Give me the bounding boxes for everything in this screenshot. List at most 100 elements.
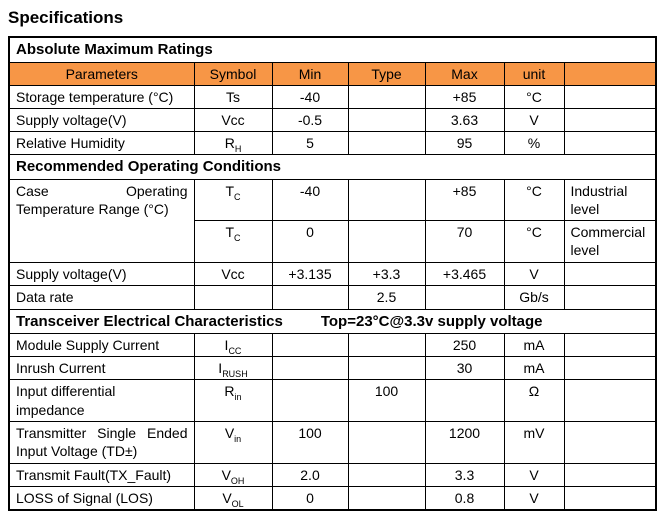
symbol-base: T — [225, 182, 235, 199]
cell-max — [424, 285, 505, 310]
cell-max: +85 — [424, 178, 505, 222]
col-header-unit: unit — [503, 61, 565, 86]
cell-max: 0.8 — [424, 485, 505, 511]
symbol-base: R — [224, 135, 235, 152]
section-header-absolute-maximum-ratings: Absolute Maximum Ratings — [8, 36, 657, 63]
cell-note: Industrial level — [563, 178, 657, 222]
cell-min — [271, 332, 349, 358]
table-row-supply-voltage-abs: Supply voltage(V) Vcc -0.5 3.63 V — [8, 107, 657, 133]
cell-param: Inrush Current — [8, 356, 195, 381]
section-title: Recommended Operating Conditions — [8, 154, 657, 180]
cell-symbol: Vcc — [193, 262, 273, 287]
cell-max — [424, 379, 505, 422]
symbol-base: Ts — [226, 88, 240, 105]
table-row-data-rate: Data rate 2.5 Gb/s — [8, 285, 657, 310]
symbol-sub: H — [234, 143, 242, 154]
table-row-supply-voltage-rec: Supply voltage(V) Vcc +3.135 +3.3 +3.465… — [8, 262, 657, 287]
cell-symbol: VOH — [193, 462, 273, 487]
cell-note — [563, 262, 657, 287]
cell-param: Case Operating Temperature Range (°C) — [8, 178, 195, 264]
cell-type — [347, 220, 426, 264]
col-header-symbol: Symbol — [193, 61, 273, 86]
cell-note — [563, 84, 657, 109]
col-header-parameters: Parameters — [8, 61, 195, 86]
symbol-sub: CC — [228, 345, 242, 356]
cell-type — [347, 131, 426, 156]
cell-note — [563, 356, 657, 381]
cell-min: -0.5 — [271, 107, 349, 133]
cell-type — [347, 420, 426, 464]
cell-max: +85 — [424, 84, 505, 109]
symbol-base: V — [224, 424, 235, 441]
cell-note: Commercial level — [563, 220, 657, 264]
cell-min: 100 — [271, 420, 349, 464]
cell-symbol: TC — [193, 178, 273, 222]
section-subtitle: Top=23°C@3.3v supply voltage — [320, 312, 543, 330]
table-row-module-supply-current: Module Supply Current ICC 250 mA — [8, 332, 657, 358]
symbol-sub: C — [234, 232, 241, 243]
cell-max: 30 — [424, 356, 505, 381]
cell-min — [271, 285, 349, 310]
cell-type — [347, 356, 426, 381]
cell-param: Module Supply Current — [8, 332, 195, 358]
cell-min: 2.0 — [271, 462, 349, 487]
table-row-case-temperature-commercial: TC 0 70 °C Commercial level — [9, 220, 657, 264]
cell-unit: °C — [503, 220, 565, 264]
cell-note — [563, 131, 657, 156]
cell-unit: % — [503, 131, 565, 156]
cell-symbol: VOL — [193, 485, 273, 511]
symbol-base: V — [221, 466, 231, 483]
cell-note — [563, 285, 657, 310]
cell-min — [271, 379, 349, 422]
symbol-sub: RUSH — [222, 368, 248, 379]
table-row-loss-of-signal: LOSS of Signal (LOS) VOL 0 0.8 V — [8, 485, 657, 511]
cell-max: +3.465 — [424, 262, 505, 287]
cell-unit: Ω — [503, 379, 565, 422]
col-header-max: Max — [424, 61, 505, 86]
cell-type — [347, 178, 426, 222]
cell-max: 3.63 — [424, 107, 505, 133]
cell-unit: °C — [503, 178, 565, 222]
table-row-input-differential-impedance: Input differential impedance Rin 100 Ω — [8, 379, 657, 422]
section-title-cell: Transceiver Electrical Characteristics To… — [8, 308, 657, 334]
symbol-base: I — [224, 337, 229, 353]
cell-symbol: Vin — [193, 420, 273, 464]
symbol-base: V — [222, 489, 232, 506]
cell-type — [347, 107, 426, 133]
cell-note — [563, 462, 657, 487]
cell-max: 1200 — [424, 420, 505, 464]
cell-type — [347, 485, 426, 511]
cell-min: -40 — [271, 84, 349, 109]
cell-type — [347, 332, 426, 358]
cell-param: Supply voltage(V) — [8, 107, 195, 133]
cell-min — [271, 356, 349, 381]
cell-min: 5 — [271, 131, 349, 156]
cell-unit: V — [503, 107, 565, 133]
cell-max: 70 — [424, 220, 505, 264]
cell-unit: V — [503, 462, 565, 487]
cell-max: 95 — [424, 131, 505, 156]
specifications-table: Absolute Maximum Ratings Parameters Symb… — [8, 36, 658, 511]
section-title: Absolute Maximum Ratings — [8, 36, 657, 63]
cell-unit: mA — [503, 356, 565, 381]
table-row-case-temperature-industrial: Case Operating Temperature Range (°C) TC… — [8, 178, 657, 264]
cell-type — [347, 84, 426, 109]
cell-unit: V — [503, 262, 565, 287]
cell-note — [563, 332, 657, 358]
cell-min: -40 — [271, 178, 349, 222]
symbol-base: Vcc — [221, 266, 245, 283]
cell-param: Storage temperature (°C) — [8, 84, 195, 109]
cell-symbol: ICC — [193, 332, 273, 358]
cell-symbol: Ts — [193, 84, 273, 109]
cell-type: 100 — [347, 379, 426, 422]
cell-unit: V — [503, 485, 565, 511]
symbol-base: R — [224, 383, 235, 400]
cell-note — [563, 485, 657, 511]
section-header-transceiver-electrical-characteristics: Transceiver Electrical Characteristics To… — [8, 308, 657, 334]
cell-note — [563, 420, 657, 464]
table-row-storage-temperature: Storage temperature (°C) Ts -40 +85 °C — [8, 84, 657, 109]
symbol-sub: in — [234, 433, 242, 444]
cell-unit: °C — [503, 84, 565, 109]
cell-unit: mV — [503, 420, 565, 464]
cell-symbol — [193, 285, 273, 310]
